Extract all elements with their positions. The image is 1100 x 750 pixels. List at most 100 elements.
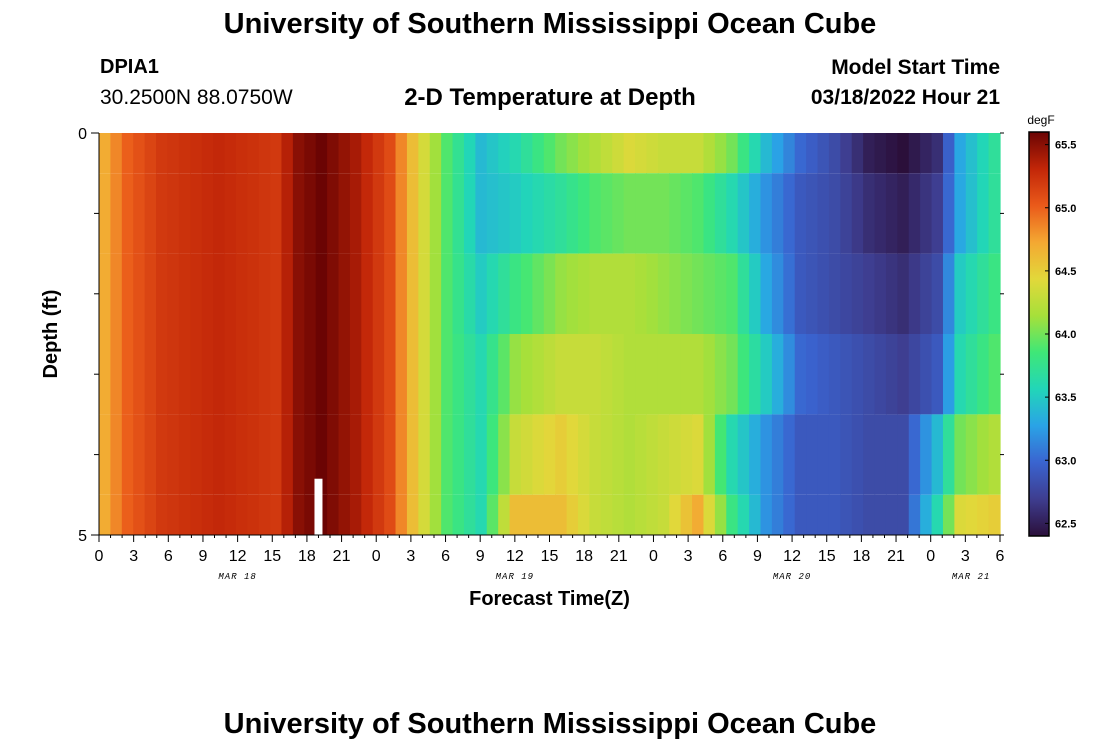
heatmap-cell: [418, 334, 431, 415]
heatmap-cell: [395, 253, 408, 334]
heatmap-cell: [213, 133, 226, 174]
heatmap-cell: [783, 173, 796, 254]
heatmap-cell: [931, 133, 944, 174]
heatmap-cell: [646, 133, 659, 174]
heatmap-cell: [657, 414, 670, 495]
heatmap-cell: [486, 494, 499, 535]
x-tick-label: 6: [164, 548, 173, 565]
heatmap-cell: [121, 253, 134, 334]
heatmap-cell: [201, 133, 214, 174]
heatmap-cell: [133, 334, 146, 415]
heatmap-cell: [749, 173, 762, 254]
heatmap-cell: [213, 253, 226, 334]
heatmap-cell: [327, 133, 340, 174]
heatmap-cell: [657, 133, 670, 174]
heatmap-cell: [737, 494, 750, 535]
heatmap-cells: [99, 133, 1001, 535]
heatmap-cell: [498, 334, 511, 415]
heatmap-cell: [897, 253, 910, 334]
heatmap-cell: [99, 173, 112, 254]
heatmap-cell: [977, 494, 990, 535]
heatmap-cell: [623, 414, 636, 495]
heatmap-cell: [520, 414, 533, 495]
heatmap-cell: [406, 494, 419, 535]
heatmap-cell: [600, 494, 613, 535]
heatmap-cell: [190, 133, 203, 174]
heatmap-cell: [771, 334, 784, 415]
heatmap-cell: [657, 173, 670, 254]
heatmap-cell: [281, 414, 294, 495]
heatmap-cell: [863, 253, 876, 334]
heatmap-cell: [863, 494, 876, 535]
heatmap-cell: [680, 253, 693, 334]
heatmap-cell: [760, 133, 773, 174]
heatmap-cell: [235, 414, 248, 495]
heatmap-cell: [680, 414, 693, 495]
heatmap-cell: [988, 133, 1001, 174]
heatmap-cell: [110, 133, 123, 174]
heatmap-cell: [555, 253, 568, 334]
heatmap-cell: [635, 334, 648, 415]
heatmap-cell: [657, 334, 670, 415]
heatmap-cell: [133, 133, 146, 174]
heatmap-cell: [771, 494, 784, 535]
heatmap-cell: [840, 494, 853, 535]
heatmap-cell: [441, 173, 454, 254]
heatmap-cell: [965, 253, 978, 334]
heatmap-cell: [463, 253, 476, 334]
heatmap-cell: [726, 173, 739, 254]
heatmap-cell: [555, 173, 568, 254]
heatmap-cell: [543, 414, 556, 495]
heatmap-cell: [224, 133, 237, 174]
heatmap-cell: [372, 414, 385, 495]
heatmap-cell: [327, 414, 340, 495]
heatmap-cell: [452, 133, 465, 174]
heatmap-cell: [920, 494, 933, 535]
heatmap-cell: [623, 334, 636, 415]
heatmap-cell: [817, 494, 830, 535]
model-start-value: 03/18/2022 Hour 21: [810, 86, 1000, 109]
heatmap-cell: [99, 414, 112, 495]
heatmap-cell: [315, 173, 328, 254]
heatmap-cell: [258, 414, 271, 495]
heatmap-cell: [578, 173, 591, 254]
heatmap-cell: [783, 253, 796, 334]
y-tick-label: 5: [78, 528, 87, 545]
heatmap-cell: [623, 253, 636, 334]
heatmap-cell: [270, 334, 283, 415]
heatmap-cell: [247, 414, 260, 495]
heatmap-cell: [475, 494, 488, 535]
colorbar-unit: degF: [1027, 113, 1054, 127]
heatmap-cell: [714, 173, 727, 254]
heatmap-cell: [726, 334, 739, 415]
heatmap-cell: [509, 334, 522, 415]
x-tick-label: 3: [961, 548, 970, 565]
heatmap-cell: [908, 414, 921, 495]
heatmap-cell: [327, 494, 340, 535]
heatmap-cell: [908, 173, 921, 254]
heatmap-cell: [167, 173, 180, 254]
heatmap-cell: [338, 334, 351, 415]
heatmap-cell: [851, 494, 864, 535]
x-tick-label: 12: [783, 548, 801, 565]
heatmap-cell: [463, 334, 476, 415]
heatmap-cell: [372, 494, 385, 535]
heatmap-cell: [817, 173, 830, 254]
heatmap-cell: [133, 173, 146, 254]
heatmap-cell: [942, 494, 955, 535]
heatmap-cell: [498, 494, 511, 535]
heatmap-cell: [726, 133, 739, 174]
heatmap-cell: [874, 334, 887, 415]
x-tick-label: 18: [298, 548, 316, 565]
heatmap-cell: [669, 133, 682, 174]
heatmap-cell: [771, 133, 784, 174]
heatmap-cell: [863, 133, 876, 174]
heatmap-cell: [840, 173, 853, 254]
heatmap-cell: [885, 173, 898, 254]
heatmap-cell: [885, 133, 898, 174]
heatmap-cell: [475, 334, 488, 415]
heatmap-cell: [190, 334, 203, 415]
heatmap-cell: [532, 253, 545, 334]
heatmap-cell: [908, 494, 921, 535]
